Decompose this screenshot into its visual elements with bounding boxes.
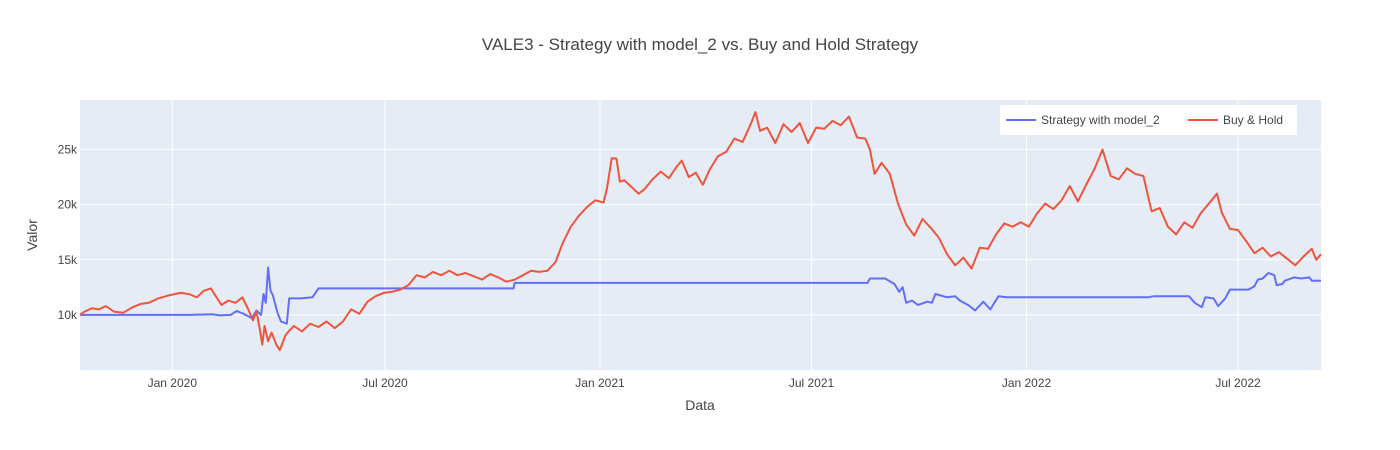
legend-label-buy-hold[interactable]: Buy & Hold [1223,113,1283,127]
y-tick-label-1: 15k [58,253,78,267]
y-tick-labels: 10k 15k 20k 25k [58,143,78,322]
x-tick-label-0: Jan 2020 [148,376,198,390]
chart-title: VALE3 - Strategy with model_2 vs. Buy an… [482,35,919,54]
y-axis-title: Valor [24,219,40,251]
x-axis-title: Data [685,397,715,413]
x-gridlines [171,100,1239,370]
y-tick-label-2: 20k [58,198,78,212]
series-line-buy-hold [79,111,1322,352]
x-tick-label-5: Jul 2022 [1215,376,1261,390]
y-tick-label-0: 10k [58,308,78,322]
x-tick-labels: Jan 2020 Jul 2020 Jan 2021 Jul 2021 Jan 2022… [148,376,1261,390]
series-line-strategy [80,266,1321,325]
x-tick-label-1: Jul 2020 [362,376,408,390]
series-layer [79,111,1322,352]
legend-box [1000,105,1297,135]
x-tick-label-2: Jan 2021 [575,376,625,390]
legend[interactable]: Strategy with model_2 Buy & Hold [1000,105,1297,135]
x-tick-label-3: Jul 2021 [789,376,835,390]
legend-label-strategy[interactable]: Strategy with model_2 [1041,113,1160,127]
plot-area [80,100,1321,370]
x-tick-label-4: Jan 2022 [1002,376,1052,390]
y-tick-label-3: 25k [58,143,78,157]
